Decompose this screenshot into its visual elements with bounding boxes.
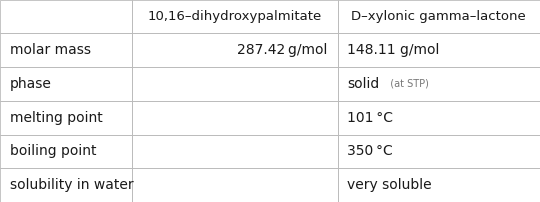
Bar: [0, 101, 132, 135]
Bar: [0, 33, 132, 67]
Bar: [132, 101, 338, 135]
Bar: [338, 168, 540, 202]
Text: 350 °C: 350 °C: [347, 144, 393, 158]
Bar: [0, 67, 132, 101]
Bar: [132, 33, 338, 67]
Text: (at STP): (at STP): [384, 79, 429, 89]
Text: melting point: melting point: [10, 111, 103, 125]
Text: solubility in water: solubility in water: [10, 178, 133, 192]
Text: very soluble: very soluble: [347, 178, 432, 192]
Bar: [338, 33, 540, 67]
Text: molar mass: molar mass: [10, 43, 91, 57]
Bar: [0, 168, 132, 202]
Text: boiling point: boiling point: [10, 144, 96, 158]
Bar: [338, 135, 540, 168]
Text: solid: solid: [347, 77, 380, 91]
Bar: [132, 168, 338, 202]
Bar: [338, 101, 540, 135]
Text: 148.11 g/mol: 148.11 g/mol: [347, 43, 440, 57]
Bar: [132, 0, 338, 33]
Text: 287.42 g/mol: 287.42 g/mol: [238, 43, 328, 57]
Bar: [338, 67, 540, 101]
Text: D–xylonic gamma–lactone: D–xylonic gamma–lactone: [352, 10, 526, 23]
Bar: [338, 0, 540, 33]
Bar: [132, 67, 338, 101]
Text: 101 °C: 101 °C: [347, 111, 393, 125]
Bar: [0, 0, 132, 33]
Text: 10,16–dihydroxypalmitate: 10,16–dihydroxypalmitate: [148, 10, 322, 23]
Text: phase: phase: [10, 77, 52, 91]
Bar: [0, 135, 132, 168]
Bar: [132, 135, 338, 168]
